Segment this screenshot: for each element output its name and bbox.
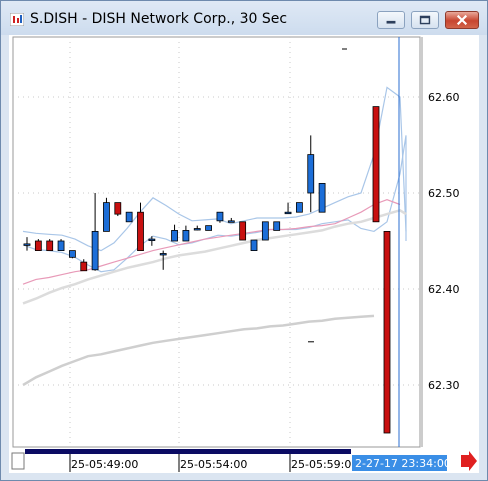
restore-button[interactable] xyxy=(411,11,439,29)
candle-body xyxy=(295,202,303,213)
price-tick-label: 62.30 xyxy=(428,379,460,392)
candle-body xyxy=(171,230,178,242)
cursor-time-badge xyxy=(352,455,447,471)
close-icon xyxy=(456,14,468,26)
candle-body xyxy=(80,261,88,272)
candle-body xyxy=(57,240,65,252)
time-tick-label: 25-05:54:00 xyxy=(180,458,247,471)
cursor-time-label: 2-27-17 23:34:00 xyxy=(355,457,451,470)
candle-body xyxy=(182,230,190,242)
scroll-track xyxy=(25,449,351,454)
candle-body xyxy=(205,225,213,231)
close-button[interactable] xyxy=(445,11,479,29)
candle-body xyxy=(46,240,54,252)
candle-body xyxy=(318,182,326,213)
scroll-right-arrow-icon[interactable] xyxy=(461,451,477,471)
restore-icon xyxy=(419,15,431,25)
candle-body xyxy=(103,202,110,232)
price-chart[interactable]: 62.30 62.40 62.50 62.60 25-05:49:00 25-05:54:… xyxy=(9,35,479,473)
candle-body xyxy=(227,220,235,223)
candle-body xyxy=(261,221,269,241)
candle-body xyxy=(193,228,201,231)
candle-body xyxy=(250,239,258,251)
candle-body xyxy=(125,211,133,223)
window-title: S.DISH - DISH Network Corp., 30 Sec xyxy=(30,11,288,27)
candle-body xyxy=(23,243,31,246)
time-tick-label: 25-05:59:00 xyxy=(291,458,358,471)
candle-body xyxy=(148,238,156,241)
scroll-thumb xyxy=(11,452,25,470)
candle-body xyxy=(69,250,76,258)
moving-average-line xyxy=(22,208,407,305)
moving-average-line xyxy=(22,314,375,387)
chart-area[interactable]: 62.30 62.40 62.50 62.60 25-05:49:00 25-05:54:… xyxy=(9,35,479,473)
candle-body xyxy=(239,221,247,241)
chart-app-icon xyxy=(10,13,24,26)
price-tick-label: 62.60 xyxy=(428,91,460,104)
minimize-button[interactable] xyxy=(377,11,405,29)
candle-body xyxy=(91,230,99,271)
time-tick-label: 25-05:49:00 xyxy=(71,458,138,471)
candle-body xyxy=(307,154,315,194)
price-tick-label: 62.40 xyxy=(428,283,460,296)
title-bar[interactable]: S.DISH - DISH Network Corp., 30 Sec xyxy=(1,1,487,35)
candle-body xyxy=(34,240,42,252)
candle-body xyxy=(114,202,122,215)
candle-body xyxy=(137,211,144,251)
candle-body xyxy=(159,253,167,256)
candle-body xyxy=(284,211,292,215)
price-tick-label: 62.50 xyxy=(428,187,460,200)
candle-body xyxy=(372,106,380,223)
minimize-icon xyxy=(386,20,396,24)
candle-body xyxy=(383,230,391,434)
candle-body xyxy=(273,221,281,231)
candle-body xyxy=(216,211,224,222)
